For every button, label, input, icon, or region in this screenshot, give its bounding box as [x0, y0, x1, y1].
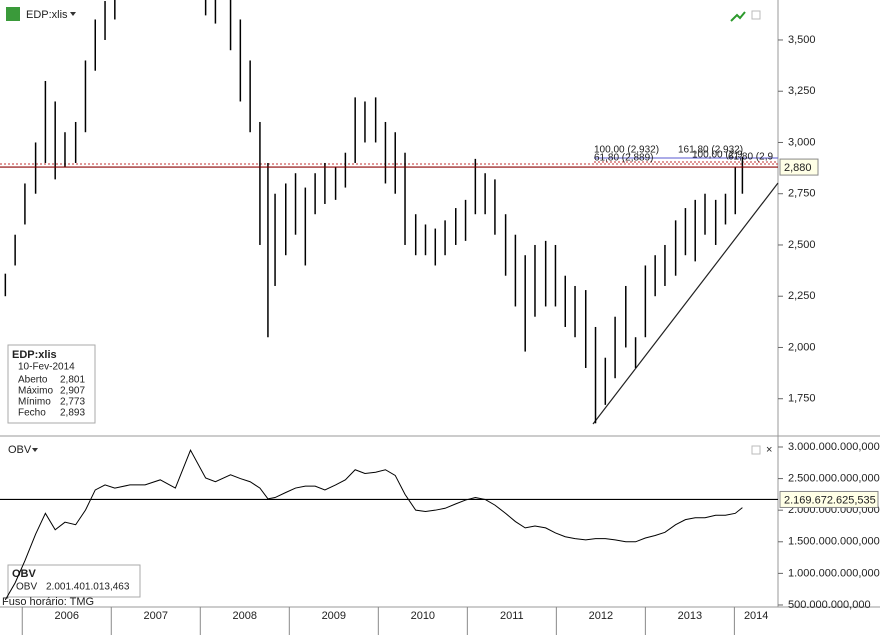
y-tick-label: 2,250: [788, 290, 816, 302]
plot-area: [4, 448, 743, 601]
info-key: Aberto: [18, 375, 48, 386]
info-key: Mínimo: [18, 397, 51, 408]
maximize-button[interactable]: [751, 10, 761, 20]
x-tick-label: 2011: [500, 610, 524, 622]
fib-label: 61,80 (2,889): [594, 153, 654, 164]
y-tick-label: 2,750: [788, 188, 816, 200]
info-value: 2,801: [60, 375, 85, 386]
x-tick-label: 2009: [322, 610, 346, 622]
maximize-button[interactable]: [751, 445, 761, 455]
y-tick-label: 3,250: [788, 85, 816, 97]
fib-label: 100,00 (2,9: [692, 150, 743, 161]
info-value: 2,907: [60, 386, 85, 397]
last-value-box: [779, 158, 819, 176]
x-tick-label: 2008: [233, 610, 257, 622]
info-key: Máximo: [18, 386, 53, 397]
x-tick-label: 2014: [744, 610, 768, 622]
y-tick-label: 1,750: [788, 393, 816, 405]
fib-label: 161,80 (2,932): [678, 145, 743, 156]
fib-label: 61,80 (2,9: [728, 152, 773, 163]
symbol-icon[interactable]: [6, 7, 20, 21]
info-key: Fecho: [18, 408, 46, 419]
x-tick-label: 2012: [589, 610, 613, 622]
x-tick-label: 2006: [55, 610, 79, 622]
info-value: 2,773: [60, 397, 85, 408]
obv-name: OBV: [16, 582, 37, 593]
trend-icon[interactable]: [730, 11, 746, 22]
x-tick-label: 2010: [411, 610, 435, 622]
y-tick-label: 3,500: [788, 34, 816, 46]
info-panel: [7, 344, 96, 424]
last-value-label: 2,880: [784, 162, 812, 174]
y-tick-label: 1.500.000.000,000: [788, 536, 880, 548]
plot-area: [4, 0, 744, 424]
x-tick-label: 2007: [144, 610, 168, 622]
x-tick-label: 2013: [678, 610, 702, 622]
y-tick-label: 1.000.000.000,000: [788, 567, 880, 579]
y-tick-label: 2,500: [788, 239, 816, 251]
y-tick-label: 3.000.000.000,000: [788, 441, 880, 453]
y-tick-label: 3,000: [788, 136, 816, 148]
obv-line: [4, 448, 743, 601]
y-tick-label: 2,000: [788, 341, 816, 353]
info-date: 10-Fev-2014: [18, 362, 75, 373]
dropdown-arrow[interactable]: [32, 448, 38, 452]
timezone: Fuso horário: TMG: [2, 596, 94, 608]
y-tick-label: 2.500.000.000,000: [788, 472, 880, 484]
info-title: EDP:xlis: [12, 349, 57, 361]
y-tick-label: 2.000.000.000,000: [788, 504, 880, 516]
last-value-label: 2.169.672.625,535: [784, 494, 876, 506]
fib-label: 100,00 (2,932): [594, 145, 659, 156]
obv-title: OBV: [12, 568, 37, 580]
obv-panel: [7, 564, 141, 598]
obv-value: 2.001.401.013,463: [46, 582, 130, 593]
trendline[interactable]: [592, 182, 779, 425]
obv-label[interactable]: OBV: [8, 444, 32, 456]
close-button[interactable]: ×: [766, 444, 772, 456]
dropdown-arrow[interactable]: [70, 12, 76, 16]
info-value: 2,893: [60, 408, 85, 419]
last-value-box: [779, 490, 879, 508]
y-tick-label: 500.000.000,000: [788, 599, 871, 611]
symbol-label[interactable]: EDP:xlis: [26, 9, 68, 21]
